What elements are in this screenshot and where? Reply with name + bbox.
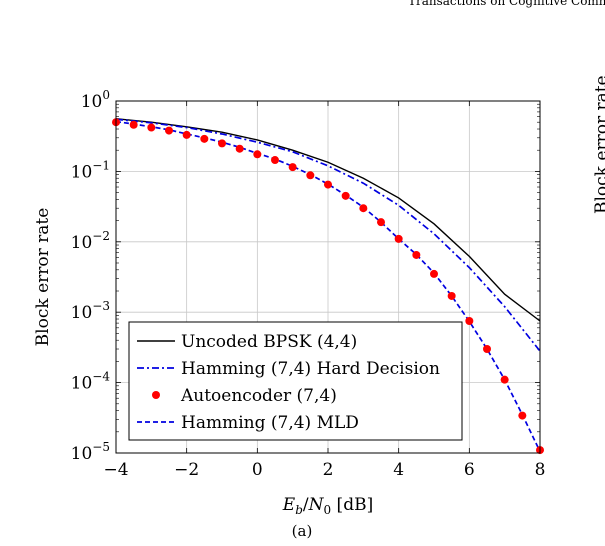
figure-caption: (a) (292, 522, 313, 540)
marker-autoencoder-7-4 (465, 316, 474, 325)
running-head: Transactions on Cognitive Comm (408, 0, 605, 8)
marker-autoencoder-7-4 (253, 150, 262, 159)
marker-autoencoder-7-4 (165, 126, 173, 135)
y-tick-label: 10−1 (71, 158, 110, 182)
marker-autoencoder-7-4 (271, 156, 279, 165)
tick-labels: −4 −2 0 2 4 6 8 100 10−1 10−2 10−3 10−4 10−5 (71, 88, 546, 480)
marker-autoencoder-7-4 (129, 120, 138, 129)
legend-label-uncoded-bpsk-4-4: Uncoded BPSK (4,4) (181, 332, 357, 352)
series-layer (112, 118, 544, 455)
x-axis-label: Eb/N0 [dB] (282, 495, 373, 517)
marker-autoencoder-7-4 (288, 163, 297, 172)
marker-autoencoder-7-4 (235, 144, 244, 153)
legend-label-hamming-7-4-mld: Hamming (7,4) MLD (181, 413, 359, 433)
x-tick-label: 2 (323, 460, 334, 480)
legend: Uncoded BPSK (4,4) Hamming (7,4) Hard Dec… (128, 321, 463, 441)
marker-autoencoder-7-4 (147, 123, 156, 132)
x-tick-label: 6 (464, 460, 475, 480)
y-tick-label: 10−4 (71, 370, 111, 394)
marker-autoencoder-7-4 (182, 130, 191, 139)
marker-autoencoder-7-4 (518, 411, 527, 420)
marker-autoencoder-7-4 (306, 171, 315, 180)
marker-autoencoder-7-4 (218, 139, 226, 148)
x-tick-label: 8 (535, 460, 546, 480)
marker-autoencoder-7-4 (200, 134, 209, 143)
marker-autoencoder-7-4 (430, 269, 438, 278)
major-ticks (115, 100, 541, 454)
legend-marker-autoencoder-7-4 (152, 391, 160, 399)
x-tick-label: 4 (393, 460, 404, 480)
y-tick-label: 10−3 (71, 299, 110, 323)
legend-label-autoencoder-7-4: Autoencoder (7,4) (180, 386, 337, 406)
marker-autoencoder-7-4 (447, 291, 456, 300)
legend-rows: Uncoded BPSK (4,4) Hamming (7,4) Hard Dec… (137, 332, 440, 433)
marker-autoencoder-7-4 (483, 345, 491, 354)
marker-autoencoder-7-4 (500, 375, 509, 384)
marker-autoencoder-7-4 (412, 250, 421, 259)
y-axis-label: Block error rate (33, 208, 53, 347)
y-tick-label: 100 (81, 88, 110, 112)
x-tick-label: 0 (252, 460, 263, 480)
marker-autoencoder-7-4 (377, 218, 385, 227)
series-line-hamming-7-4-hard-decision (115, 118, 541, 352)
marker-autoencoder-7-4 (394, 234, 403, 243)
marker-autoencoder-7-4 (359, 204, 368, 213)
x-tick-label: −4 (103, 460, 128, 480)
x-tick-label: −2 (174, 460, 199, 480)
marker-autoencoder-7-4 (341, 191, 350, 200)
y-tick-label: 10−2 (71, 229, 110, 253)
y-tick-label: 10−5 (71, 440, 110, 464)
marker-autoencoder-7-4 (324, 180, 332, 189)
legend-box (128, 321, 463, 441)
legend-label-hamming-7-4-hard-decision: Hamming (7,4) Hard Decision (181, 359, 440, 379)
